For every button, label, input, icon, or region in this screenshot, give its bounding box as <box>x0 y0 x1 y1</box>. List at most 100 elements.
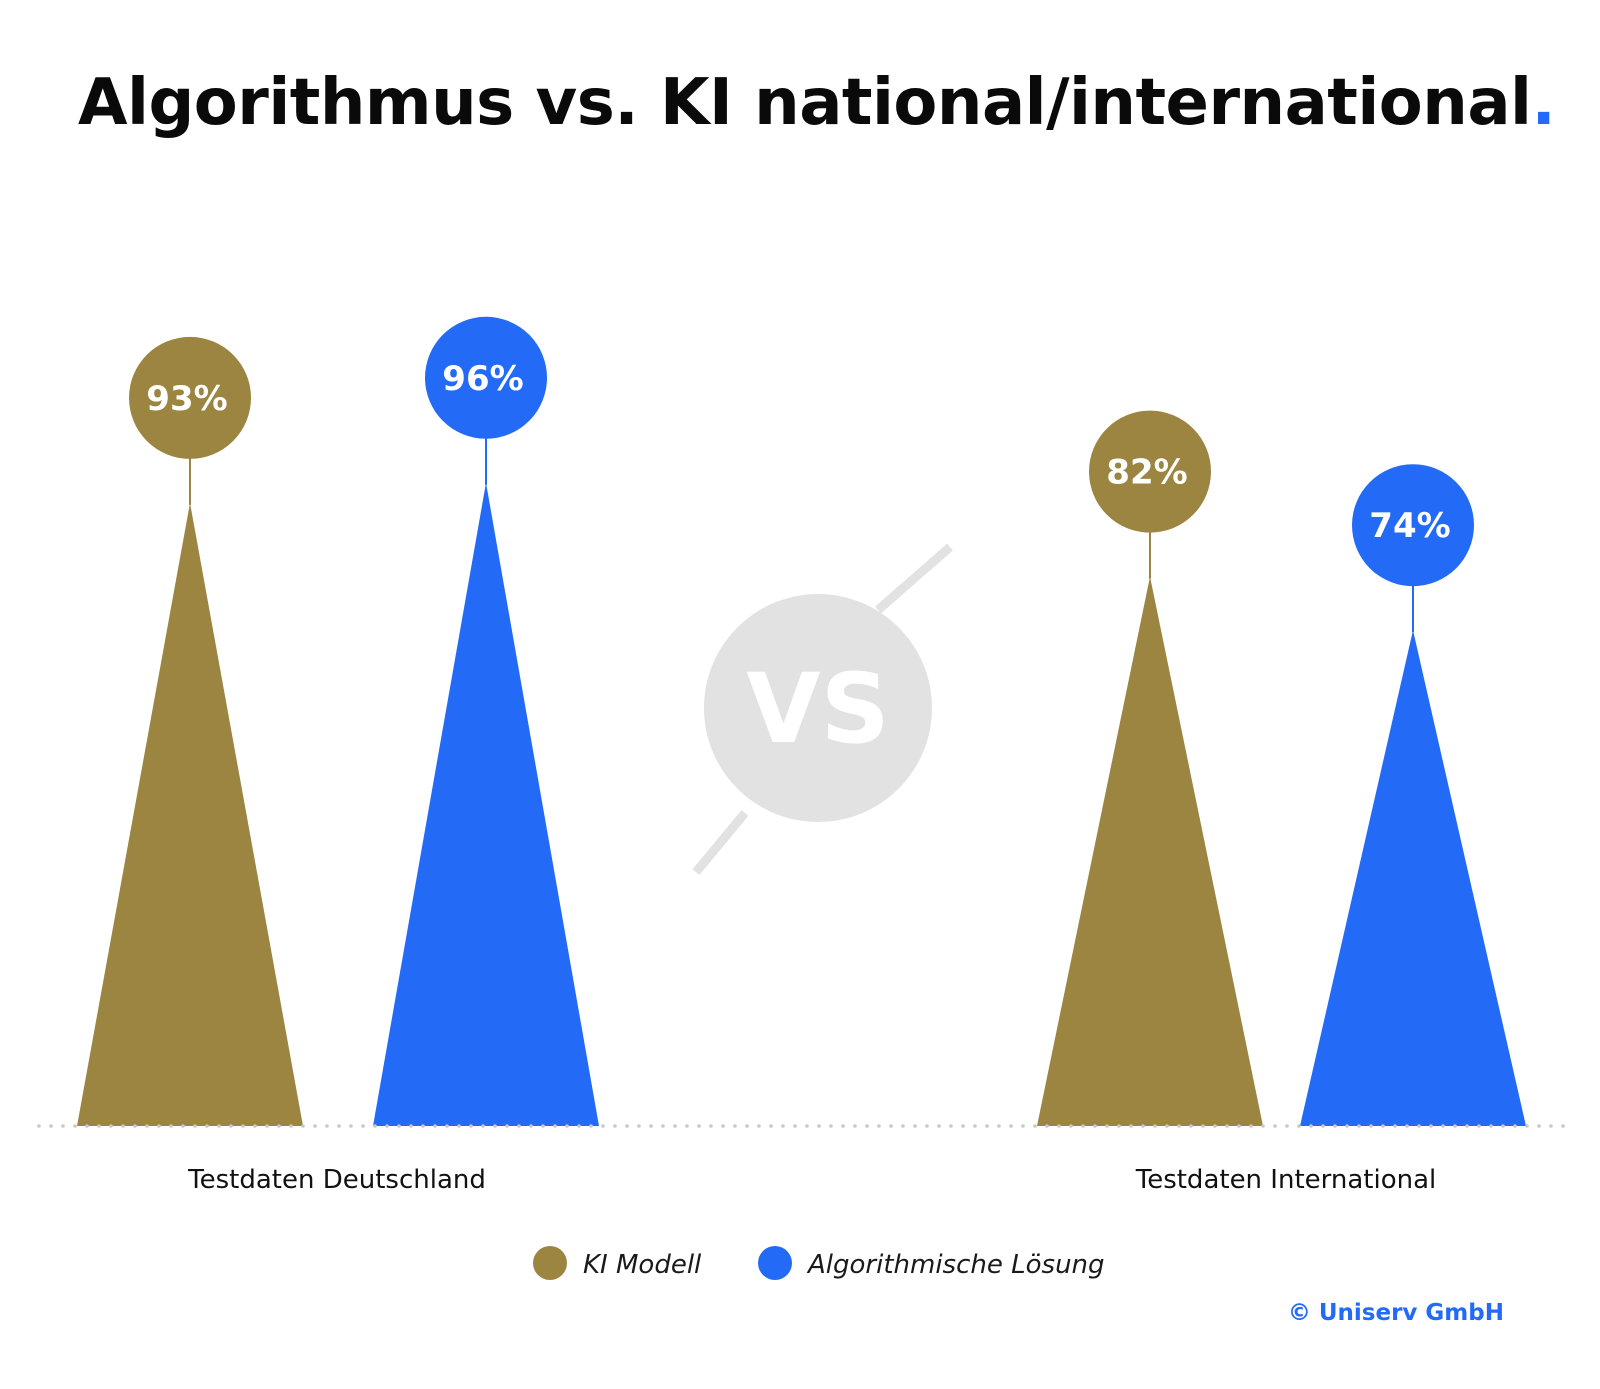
baseline-dot <box>1177 1124 1181 1128</box>
legend-swatch-0 <box>533 1246 567 1280</box>
baseline-dot <box>1213 1124 1217 1128</box>
baseline-dot <box>841 1124 845 1128</box>
baseline-dot <box>37 1124 41 1128</box>
baseline-dot <box>1465 1124 1469 1128</box>
baseline-dot <box>913 1124 917 1128</box>
baseline-dot <box>1309 1124 1313 1128</box>
baseline-dot <box>289 1124 293 1128</box>
baseline-dot <box>133 1124 137 1128</box>
baseline-dot <box>961 1124 965 1128</box>
baseline-dot <box>109 1124 113 1128</box>
baseline-dot <box>301 1124 305 1128</box>
baseline-dot <box>1345 1124 1349 1128</box>
baseline-dot <box>973 1124 977 1128</box>
copyright-notice: © Uniserv GmbH <box>1287 1300 1504 1326</box>
baseline-dot <box>361 1124 365 1128</box>
baseline-dot <box>1357 1124 1361 1128</box>
baseline-dot <box>937 1124 941 1128</box>
baseline-dot <box>985 1124 989 1128</box>
baseline-dot <box>1237 1124 1241 1128</box>
baseline-dot <box>277 1124 281 1128</box>
baseline-dot <box>997 1124 1001 1128</box>
baseline-dot <box>1021 1124 1025 1128</box>
baseline-dot <box>85 1124 89 1128</box>
baseline-dot <box>781 1124 785 1128</box>
baseline-dot <box>49 1124 53 1128</box>
baseline-dot <box>769 1124 773 1128</box>
baseline-dot <box>1405 1124 1409 1128</box>
baseline-dot <box>1321 1124 1325 1128</box>
legend-swatch-1 <box>758 1246 792 1280</box>
chart-title-text: Algorithmus vs. KI national/internationa… <box>78 66 1532 140</box>
vs-slash-top <box>875 543 953 614</box>
baseline-dot <box>457 1124 461 1128</box>
baseline-dot <box>1429 1124 1433 1128</box>
baseline-dot <box>1045 1124 1049 1128</box>
baseline-dot <box>445 1124 449 1128</box>
baseline-dot <box>193 1124 197 1128</box>
baseline-dot <box>97 1124 101 1128</box>
baseline-dot <box>1297 1124 1301 1128</box>
baseline-dot <box>1525 1124 1529 1128</box>
baseline-dot <box>1225 1124 1229 1128</box>
baseline-dot <box>1009 1124 1013 1128</box>
baseline-dot <box>217 1124 221 1128</box>
baseline-dot <box>1453 1124 1457 1128</box>
value-bubble-1-0 <box>425 316 547 439</box>
baseline-dot <box>1369 1124 1373 1128</box>
bar-1-1 <box>1300 630 1526 1126</box>
baseline-dot <box>745 1124 749 1128</box>
baseline-dot <box>1129 1124 1133 1128</box>
baseline-dot <box>349 1124 353 1128</box>
baseline-dot <box>181 1124 185 1128</box>
baseline-dot <box>1333 1124 1337 1128</box>
baseline-dot <box>1417 1124 1421 1128</box>
baseline-dot <box>1285 1124 1289 1128</box>
bar-0-1 <box>1037 576 1263 1126</box>
baseline-dot <box>121 1124 125 1128</box>
vs-slash-bottom <box>692 810 749 875</box>
baseline-dot <box>157 1124 161 1128</box>
baseline-dot <box>169 1124 173 1128</box>
baseline-dot <box>493 1124 497 1128</box>
baseline-dot <box>757 1124 761 1128</box>
baseline-dot <box>1549 1124 1553 1128</box>
baseline-dot <box>1117 1124 1121 1128</box>
baseline-dot <box>505 1124 509 1128</box>
baseline-dot <box>709 1124 713 1128</box>
baseline-dot <box>625 1124 629 1128</box>
baseline-dot <box>1261 1124 1265 1128</box>
baseline-dot <box>601 1124 605 1128</box>
value-bubble-0-0 <box>129 336 251 459</box>
baseline-dot <box>61 1124 65 1128</box>
baseline-dot <box>1393 1124 1397 1128</box>
baseline-dot <box>925 1124 929 1128</box>
baseline-dot <box>205 1124 209 1128</box>
data-label-0-0: 93% <box>146 379 227 419</box>
baseline-dot <box>577 1124 581 1128</box>
baseline-dot <box>1249 1124 1253 1128</box>
baseline-dot <box>229 1124 233 1128</box>
baseline-dot <box>469 1124 473 1128</box>
value-bubble-1-1 <box>1352 464 1474 587</box>
baseline-dot <box>1189 1124 1193 1128</box>
baseline-dot <box>145 1124 149 1128</box>
baseline-dot <box>805 1124 809 1128</box>
baseline-dot <box>673 1124 677 1128</box>
baseline-dot <box>613 1124 617 1128</box>
baseline-dot <box>517 1124 521 1128</box>
category-label-0: Testdaten Deutschland <box>187 1165 486 1195</box>
baseline-dot <box>649 1124 653 1128</box>
baseline-dot <box>685 1124 689 1128</box>
baseline-dot <box>877 1124 881 1128</box>
baseline-dot <box>1561 1124 1565 1128</box>
baseline-dot <box>1153 1124 1157 1128</box>
baseline-dot <box>553 1124 557 1128</box>
baseline-dot <box>337 1124 341 1128</box>
baseline-dot <box>241 1124 245 1128</box>
baseline-dot <box>1093 1124 1097 1128</box>
baseline-dot <box>1141 1124 1145 1128</box>
baseline-dot <box>373 1124 377 1128</box>
baseline-dot <box>421 1124 425 1128</box>
